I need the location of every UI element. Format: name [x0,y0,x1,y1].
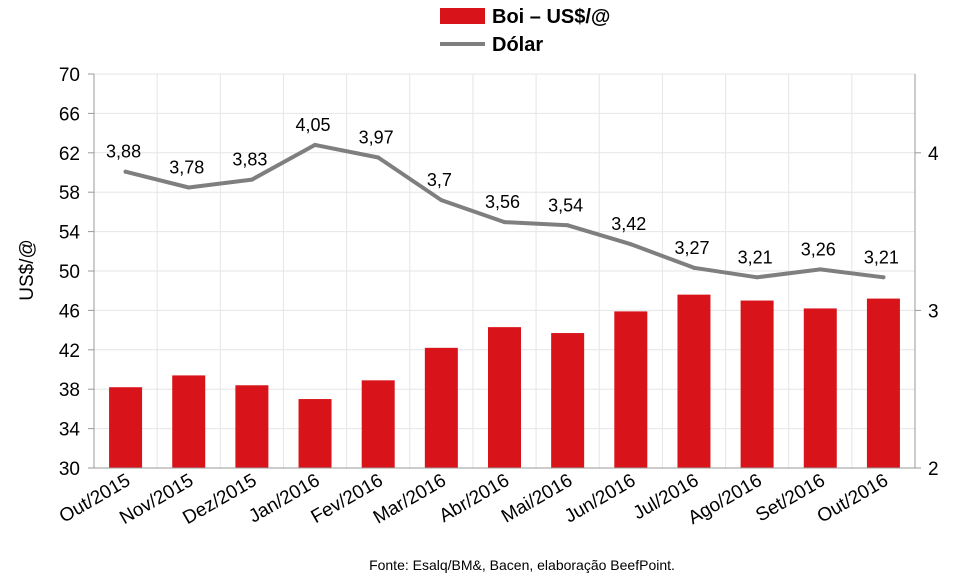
legend-label-dolar: Dólar [492,34,543,56]
y2-tick-label: 2 [928,459,939,480]
line-point [376,155,381,160]
line-point [313,142,318,147]
y-tick-label: 34 [59,420,81,441]
x-tick-label: Abr/2016 [436,470,513,527]
y-tick-label: 42 [59,341,80,362]
bar [740,300,774,468]
x-tick-label: Jun/2016 [561,470,639,527]
line-point [755,275,760,280]
y-axis-title: US$/@ [17,239,38,301]
bar [614,311,648,468]
line-point [502,220,507,225]
y2-tick-label: 4 [928,144,939,165]
line-point [123,169,128,174]
data-label: 3,26 [801,239,836,259]
legend-label-boi: Boi – US$/@ [492,6,610,28]
bar [551,333,585,468]
data-labels: 3,88 3,78 3,83 4,05 3,97 3,7 3,56 3,54 3,42 3,27 3… [106,115,899,267]
y-tick-label: 38 [59,380,80,401]
bar [361,380,395,468]
x-tick-label: Set/2016 [752,470,828,526]
x-tick-label: Mar/2016 [370,470,450,528]
y2-tick-label: 3 [928,301,939,322]
data-label: 3,42 [611,214,646,234]
data-label: 3,78 [169,157,204,177]
y-tick-label: 50 [59,262,80,283]
y-tick-label: 58 [59,183,80,204]
line-point [439,198,444,203]
data-label: 3,21 [738,247,773,267]
data-label: 3,54 [548,195,583,215]
legend-swatch-boi [440,8,485,24]
bar [172,375,206,468]
data-label: 3,88 [106,142,141,162]
y-tick-label: 70 [59,65,80,86]
data-label: 3,7 [427,170,452,190]
x-tick-label: Mai/2016 [498,470,576,527]
bar [803,308,837,468]
line-point [818,267,823,272]
data-label: 3,21 [864,247,899,267]
bar [424,347,458,468]
line-point [881,275,886,280]
x-tick-label: Out/2016 [814,470,892,527]
data-label: 3,27 [674,238,709,258]
source-note: Fonte: Esalq/BM&, Bacen, elaboração Beef… [369,557,675,573]
y-tick-label: 46 [59,301,80,322]
bar [866,298,900,468]
bar [488,327,521,468]
line-point [565,223,570,228]
line-point [186,185,191,190]
bar [298,399,332,468]
line-point [249,177,254,182]
data-label: 3,56 [485,192,520,212]
y-tick-label: 30 [59,459,80,480]
line-point [691,265,696,270]
data-label: 4,05 [296,115,331,135]
bar [109,387,143,468]
bar [235,385,269,468]
bar [677,294,711,468]
legend: Boi – US$/@ Dólar [440,6,610,56]
line-series [123,142,886,280]
bar-series [109,294,900,468]
y-tick-label: 66 [59,104,80,125]
line-point [628,242,633,247]
y-tick-label: 62 [59,144,80,165]
data-label: 3,97 [359,128,394,148]
data-label: 3,83 [232,150,267,170]
y-tick-label: 54 [59,223,81,244]
